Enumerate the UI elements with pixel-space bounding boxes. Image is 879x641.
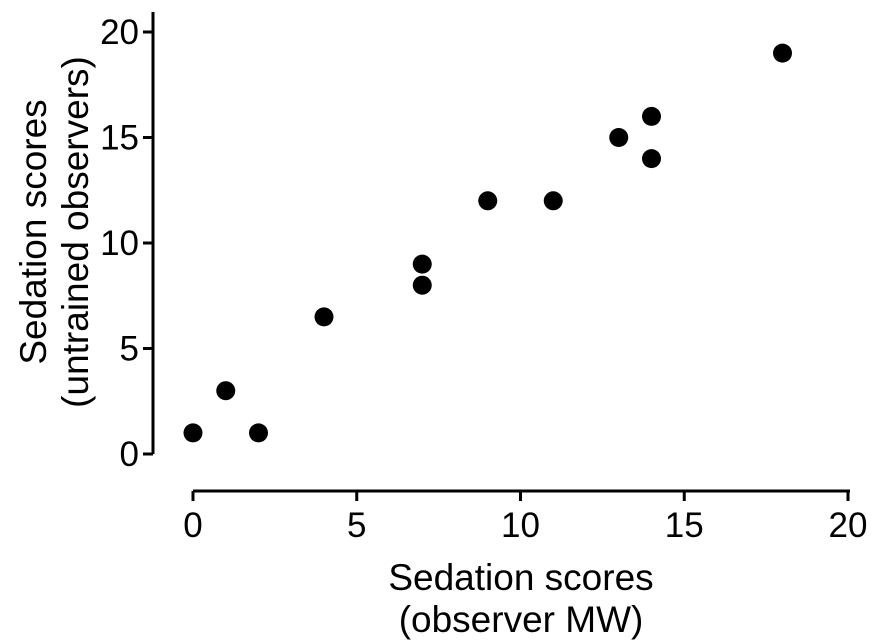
data-point bbox=[543, 191, 563, 211]
data-point bbox=[773, 43, 792, 63]
x-axis: 0 5 10 15 20 bbox=[183, 489, 868, 545]
x-tick-label: 10 bbox=[501, 506, 540, 545]
y-tick-label: 0 bbox=[120, 435, 139, 474]
y-axis-label-line-2: (untrained observers) bbox=[55, 56, 96, 408]
x-tick-label: 20 bbox=[829, 506, 868, 545]
y-axis-label-line-1: Sedation scores bbox=[13, 99, 54, 364]
data-point bbox=[183, 423, 203, 443]
x-tick-label: 0 bbox=[183, 506, 202, 545]
data-point bbox=[412, 275, 432, 295]
data-point bbox=[216, 381, 236, 401]
y-tick-label: 10 bbox=[100, 224, 139, 263]
y-tick-label: 15 bbox=[100, 119, 139, 158]
y-axis: 0 5 10 15 20 bbox=[100, 12, 155, 474]
x-axis-label-line-1: Sedation scores bbox=[388, 557, 653, 598]
data-point bbox=[249, 423, 268, 443]
y-tick-label: 5 bbox=[120, 330, 139, 369]
data-point bbox=[609, 128, 629, 147]
data-point bbox=[642, 149, 661, 169]
data-point bbox=[412, 254, 432, 274]
data-point bbox=[642, 106, 661, 126]
data-point bbox=[478, 191, 498, 211]
x-tick-label: 15 bbox=[665, 506, 704, 545]
x-tick-label: 5 bbox=[347, 506, 366, 545]
y-tick-label: 20 bbox=[100, 13, 139, 52]
data-point bbox=[314, 307, 334, 327]
x-axis-label-line-2: (observer MW) bbox=[399, 599, 644, 640]
data-points bbox=[183, 43, 792, 443]
